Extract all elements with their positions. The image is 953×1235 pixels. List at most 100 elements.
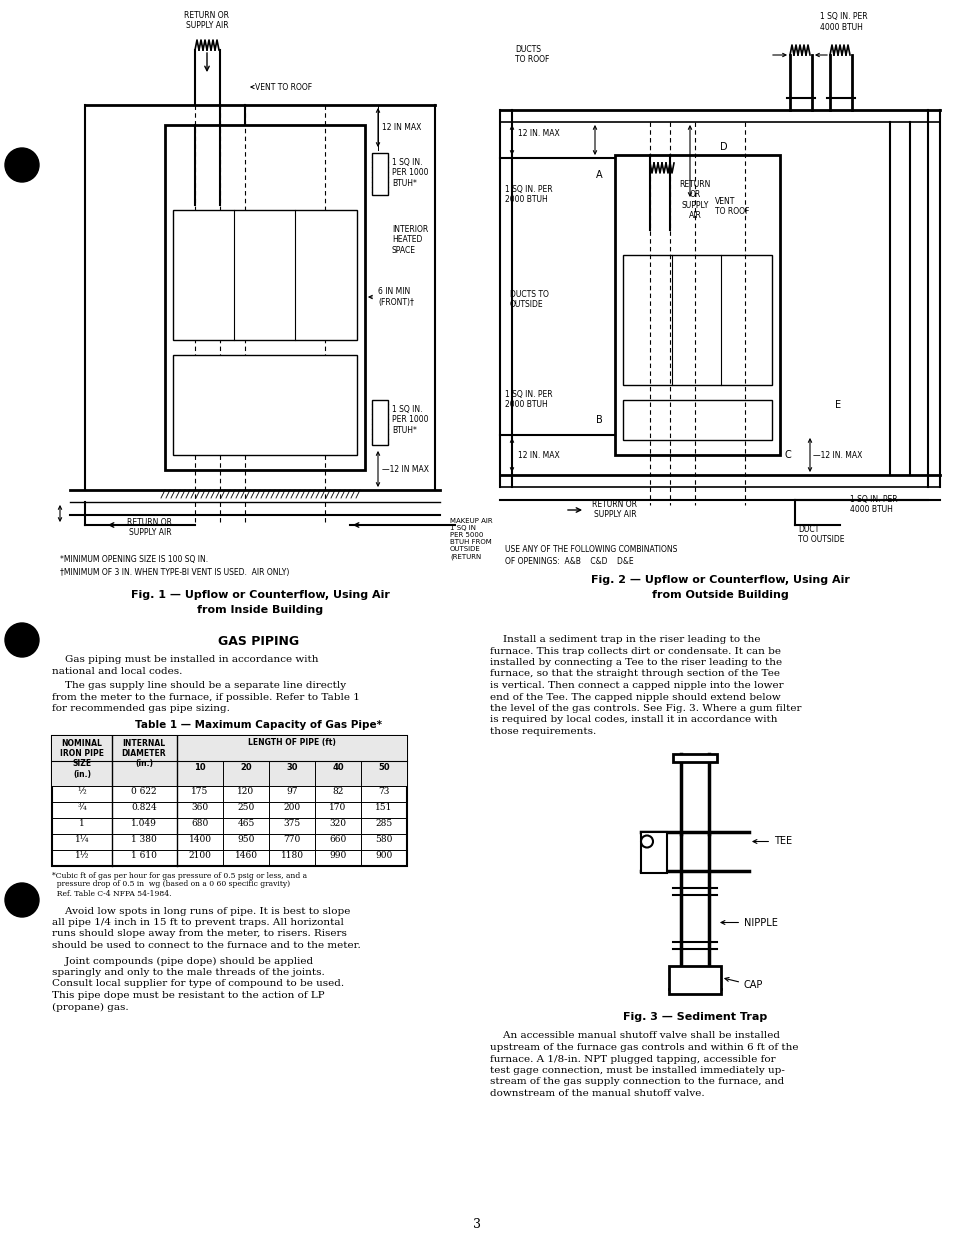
Text: 170: 170 — [329, 804, 346, 813]
Text: from the meter to the furnace, if possible. Refer to Table 1: from the meter to the furnace, if possib… — [52, 693, 359, 701]
Text: 73: 73 — [378, 788, 389, 797]
Text: the level of the gas controls. See Fig. 3. Where a gum filter: the level of the gas controls. See Fig. … — [490, 704, 801, 713]
Text: 6 IN MIN
(FRONT)†: 6 IN MIN (FRONT)† — [377, 288, 414, 306]
Text: (propane) gas.: (propane) gas. — [52, 1003, 129, 1011]
Text: 990: 990 — [329, 851, 346, 861]
Text: TEE: TEE — [752, 836, 791, 846]
Text: This pipe dope must be resistant to the action of LP: This pipe dope must be resistant to the … — [52, 990, 324, 1000]
Text: sparingly and only to the male threads of the joints.: sparingly and only to the male threads o… — [52, 968, 324, 977]
Text: A: A — [596, 170, 602, 180]
Text: 660: 660 — [329, 836, 346, 845]
Text: 200: 200 — [283, 804, 300, 813]
Text: 1 SQ IN. PER
2000 BTUH: 1 SQ IN. PER 2000 BTUH — [504, 185, 552, 205]
Circle shape — [5, 883, 39, 918]
Bar — [356, 289, 363, 294]
Text: 1 SQ IN. PER
4000 BTUH: 1 SQ IN. PER 4000 BTUH — [849, 495, 897, 515]
Text: 1.049: 1.049 — [131, 820, 157, 829]
Text: furnace. A 1/8-in. NPT plugged tapping, accessible for: furnace. A 1/8-in. NPT plugged tapping, … — [490, 1055, 775, 1063]
Text: furnace, so that the straight through section of the Tee: furnace, so that the straight through se… — [490, 669, 780, 678]
Text: Consult local supplier for type of compound to be used.: Consult local supplier for type of compo… — [52, 979, 344, 988]
Text: 1400: 1400 — [189, 836, 212, 845]
Text: 360: 360 — [192, 804, 209, 813]
Text: 97: 97 — [286, 788, 297, 797]
Bar — [356, 303, 363, 308]
Text: 680: 680 — [192, 820, 209, 829]
Text: An accessible manual shutoff valve shall be installed: An accessible manual shutoff valve shall… — [490, 1031, 780, 1041]
Text: from Outside Building: from Outside Building — [651, 590, 787, 600]
Text: 465: 465 — [237, 820, 254, 829]
Text: The gas supply line should be a separate line directly: The gas supply line should be a separate… — [52, 680, 346, 690]
Text: DUCTS TO
OUTSIDE: DUCTS TO OUTSIDE — [510, 290, 548, 310]
Text: NOMINAL
IRON PIPE
SIZE
(in.): NOMINAL IRON PIPE SIZE (in.) — [60, 739, 104, 779]
Text: OF OPENINGS:  A&B    C&D    D&E: OF OPENINGS: A&B C&D D&E — [504, 557, 633, 566]
Text: is required by local codes, install it in accordance with: is required by local codes, install it i… — [490, 715, 777, 725]
Text: CAP: CAP — [724, 977, 762, 990]
Text: 1 380: 1 380 — [131, 836, 156, 845]
Text: should be used to connect to the furnace and to the meter.: should be used to connect to the furnace… — [52, 941, 360, 950]
Text: 375: 375 — [283, 820, 300, 829]
Text: 285: 285 — [375, 820, 393, 829]
Text: installed by connecting a Tee to the riser leading to the: installed by connecting a Tee to the ris… — [490, 658, 781, 667]
Text: DUCT
TO OUTSIDE: DUCT TO OUTSIDE — [797, 525, 843, 545]
Text: 10: 10 — [194, 762, 206, 772]
Text: 30: 30 — [286, 762, 297, 772]
Text: 1½: 1½ — [74, 851, 90, 861]
Text: 0 622: 0 622 — [132, 788, 156, 797]
Text: VENT TO ROOF: VENT TO ROOF — [254, 83, 312, 91]
Bar — [356, 315, 363, 320]
Bar — [771, 420, 778, 425]
Text: C: C — [784, 450, 791, 459]
Text: all pipe 1/4 inch in 15 ft to prevent traps. All horizontal: all pipe 1/4 inch in 15 ft to prevent tr… — [52, 918, 343, 927]
Text: 12 IN. MAX: 12 IN. MAX — [517, 451, 559, 459]
Text: 1 SQ IN. PER
2000 BTUH: 1 SQ IN. PER 2000 BTUH — [504, 390, 552, 409]
Text: pressure drop of 0.5 in  wg (based on a 0 60 specific gravity): pressure drop of 0.5 in wg (based on a 0… — [52, 881, 290, 888]
Text: is vertical. Then connect a capped nipple into the lower: is vertical. Then connect a capped nippl… — [490, 680, 782, 690]
Text: those requirements.: those requirements. — [490, 727, 596, 736]
Bar — [771, 405, 778, 410]
Bar — [172, 354, 356, 454]
Text: 82: 82 — [332, 788, 343, 797]
Text: 3: 3 — [473, 1218, 480, 1231]
Text: national and local codes.: national and local codes. — [52, 667, 182, 676]
Text: NIPPLE: NIPPLE — [720, 918, 777, 927]
Text: RETURN OR
SUPPLY AIR: RETURN OR SUPPLY AIR — [184, 11, 230, 30]
Text: 0.824: 0.824 — [131, 804, 156, 813]
Text: *Cubic ft of gas per hour for gas pressure of 0.5 psig or less, and a: *Cubic ft of gas per hour for gas pressu… — [52, 872, 307, 879]
Text: 1460: 1460 — [234, 851, 257, 861]
Text: 770: 770 — [283, 836, 300, 845]
Text: INTERNAL
DIAMETER
(in.): INTERNAL DIAMETER (in.) — [122, 739, 166, 768]
Text: furnace. This trap collects dirt or condensate. It can be: furnace. This trap collects dirt or cond… — [490, 646, 781, 656]
Text: runs should slope away from the meter, to risers. Risers: runs should slope away from the meter, t… — [52, 930, 347, 939]
Text: for recommended gas pipe sizing.: for recommended gas pipe sizing. — [52, 704, 230, 713]
Text: end of the Tee. The capped nipple should extend below: end of the Tee. The capped nipple should… — [490, 693, 780, 701]
Text: INTERIOR
HEATED
SPACE: INTERIOR HEATED SPACE — [392, 225, 428, 254]
Text: 120: 120 — [237, 788, 254, 797]
Text: ½: ½ — [77, 788, 87, 797]
Text: upstream of the furnace gas controls and within 6 ft of the: upstream of the furnace gas controls and… — [490, 1044, 798, 1052]
Text: RETURN OR
SUPPLY AIR: RETURN OR SUPPLY AIR — [128, 517, 172, 537]
Circle shape — [640, 836, 652, 847]
Text: D: D — [720, 142, 727, 152]
Text: 151: 151 — [375, 804, 393, 813]
Text: 900: 900 — [375, 851, 393, 861]
Text: GAS PIPING: GAS PIPING — [218, 635, 299, 648]
Text: *MINIMUM OPENING SIZE IS 100 SQ IN.: *MINIMUM OPENING SIZE IS 100 SQ IN. — [60, 555, 208, 564]
Text: 1 SQ IN.
PER 1000
BTUH*: 1 SQ IN. PER 1000 BTUH* — [392, 405, 428, 435]
Text: USE ANY OF THE FOLLOWING COMBINATIONS: USE ANY OF THE FOLLOWING COMBINATIONS — [504, 545, 677, 555]
Bar — [622, 400, 771, 440]
Bar — [668, 966, 720, 993]
Text: Fig. 3 — Sediment Trap: Fig. 3 — Sediment Trap — [622, 1011, 766, 1021]
Text: 175: 175 — [192, 788, 209, 797]
Text: 1¼: 1¼ — [74, 836, 90, 845]
Text: 580: 580 — [375, 836, 393, 845]
Text: 50: 50 — [377, 762, 390, 772]
Bar — [372, 400, 388, 445]
Text: ¾: ¾ — [77, 804, 87, 813]
Text: Gas piping must be installed in accordance with: Gas piping must be installed in accordan… — [52, 655, 318, 664]
Text: 1 SQ IN. PER: 1 SQ IN. PER — [820, 12, 866, 21]
Circle shape — [5, 148, 39, 182]
Text: 1180: 1180 — [280, 851, 303, 861]
Text: RETURN OR
SUPPLY AIR: RETURN OR SUPPLY AIR — [592, 500, 637, 520]
Bar — [52, 736, 407, 785]
Bar — [672, 753, 717, 762]
